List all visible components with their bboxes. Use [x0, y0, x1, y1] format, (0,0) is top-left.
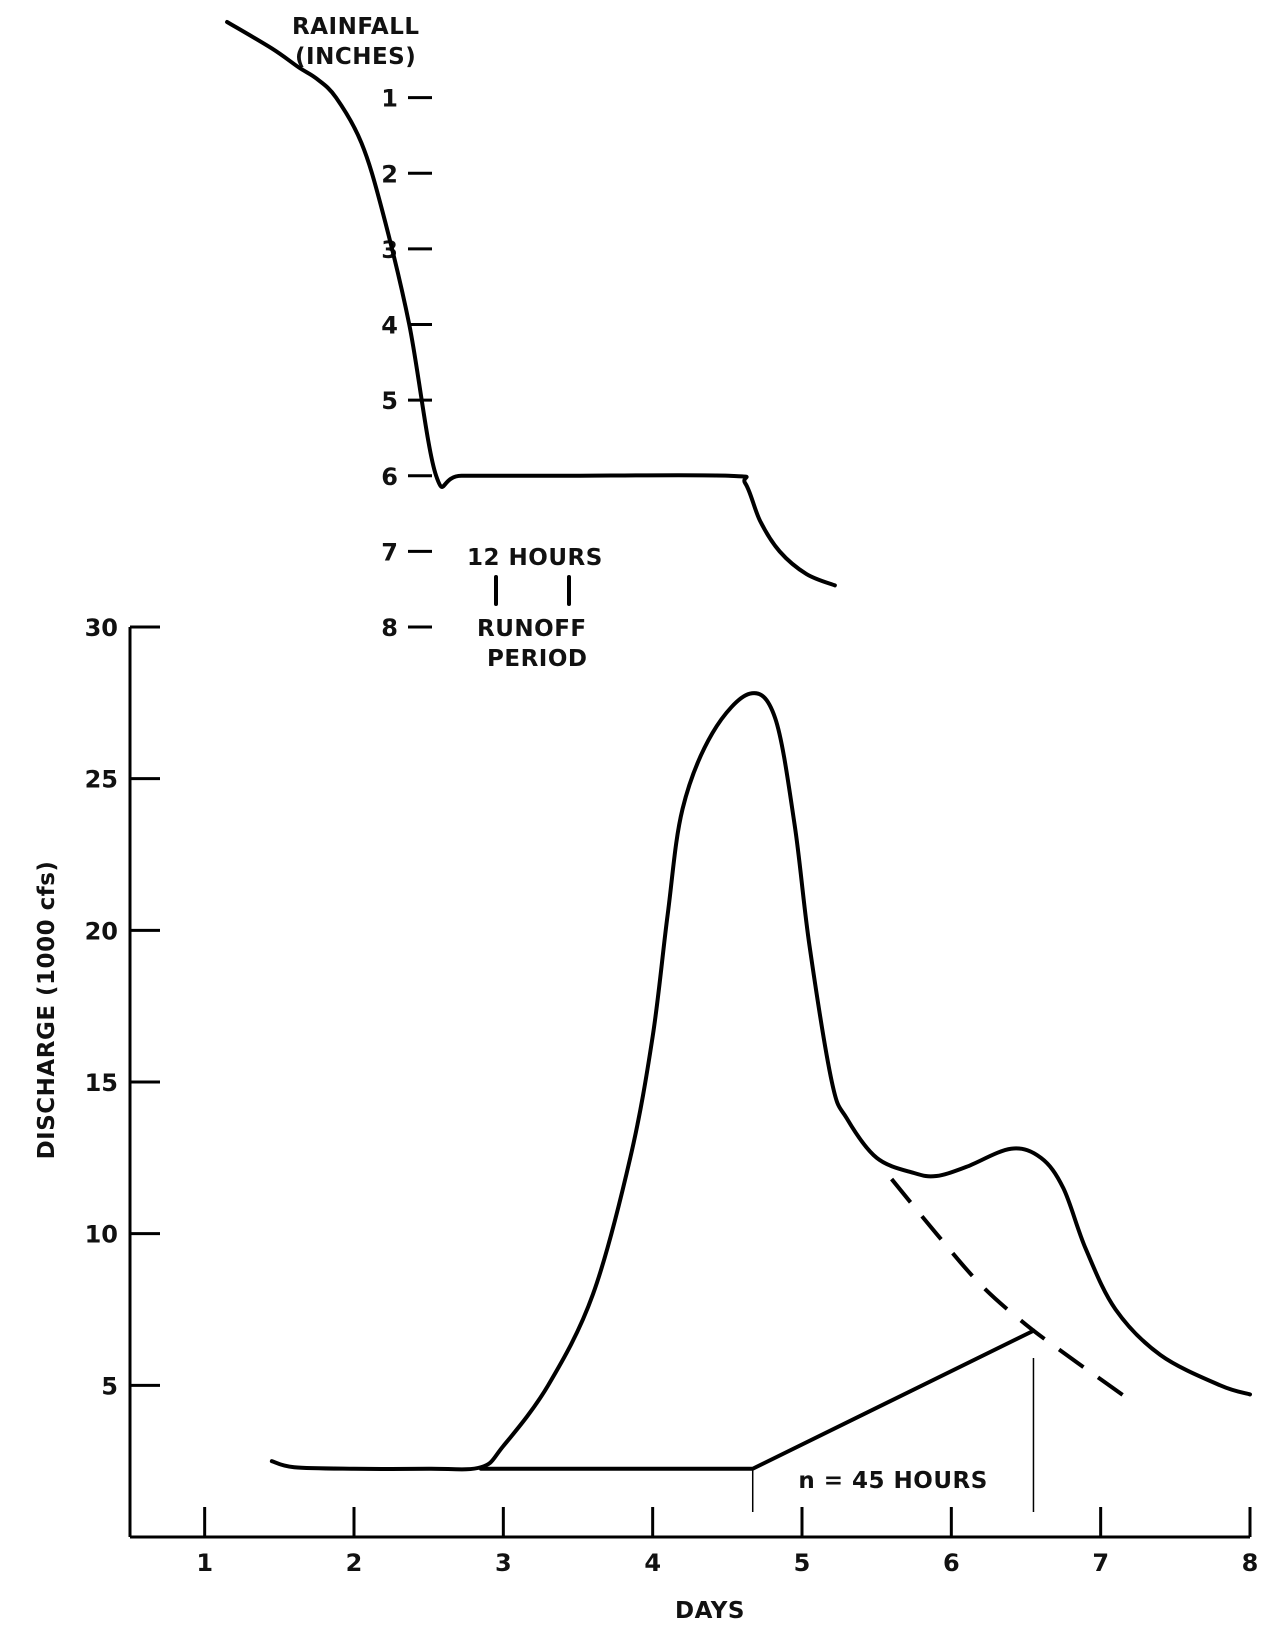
rainfall-tick-label: 8	[381, 614, 398, 642]
x-tick-label: 1	[196, 1549, 213, 1577]
x-tick-label: 2	[346, 1549, 363, 1577]
rainfall-axis-label-line-1: RAINFALL	[292, 14, 420, 40]
y-tick-label: 15	[85, 1069, 118, 1097]
discharge-axes	[128, 627, 1250, 1539]
x-tick-label: 7	[1092, 1549, 1109, 1577]
x-tick-label: 4	[644, 1549, 661, 1577]
runoff-period-label-line-2: PERIOD	[487, 646, 587, 672]
x-tick-label: 8	[1242, 1549, 1259, 1577]
y-tick-label: 5	[101, 1372, 118, 1400]
y-axis-label: DISCHARGE (1000 cfs)	[34, 861, 60, 1160]
y-tick-label: 10	[85, 1221, 118, 1249]
x-axis-label: DAYS	[675, 1598, 745, 1624]
rainfall-axis: RAINFALL (INCHES)	[292, 14, 420, 70]
recession-extrapolation-dashed	[890, 1177, 1132, 1403]
lag-time-label: n = 45 HOURS	[798, 1468, 987, 1494]
rainfall-axis-label-line-2: (INCHES)	[295, 44, 416, 70]
rainfall-tick-label: 2	[381, 160, 398, 188]
y-tick-label: 30	[85, 614, 118, 642]
x-tick-label: 5	[794, 1549, 811, 1577]
rainfall-tick-label: 4	[381, 312, 398, 340]
rainfall-tick-label: 7	[381, 538, 398, 566]
rainfall-tick-label: 1	[381, 85, 398, 113]
rainfall-tick-label: 5	[381, 387, 398, 415]
discharge-hydrograph-curve	[269, 691, 1252, 1472]
rainfall-tick-label: 6	[381, 463, 398, 491]
y-tick-label: 25	[85, 766, 118, 794]
x-tick-label: 3	[495, 1549, 512, 1577]
rainfall-curve	[225, 20, 837, 588]
x-tick-label: 6	[943, 1549, 960, 1577]
y-tick-label: 20	[85, 917, 118, 945]
runoff-period-annotation: 12 HOURS RUNOFF PERIOD	[467, 545, 603, 672]
baseflow-separation-line	[478, 1328, 1036, 1471]
runoff-period-label-line-1: RUNOFF	[477, 616, 587, 642]
runoff-duration-label: 12 HOURS	[467, 545, 603, 571]
